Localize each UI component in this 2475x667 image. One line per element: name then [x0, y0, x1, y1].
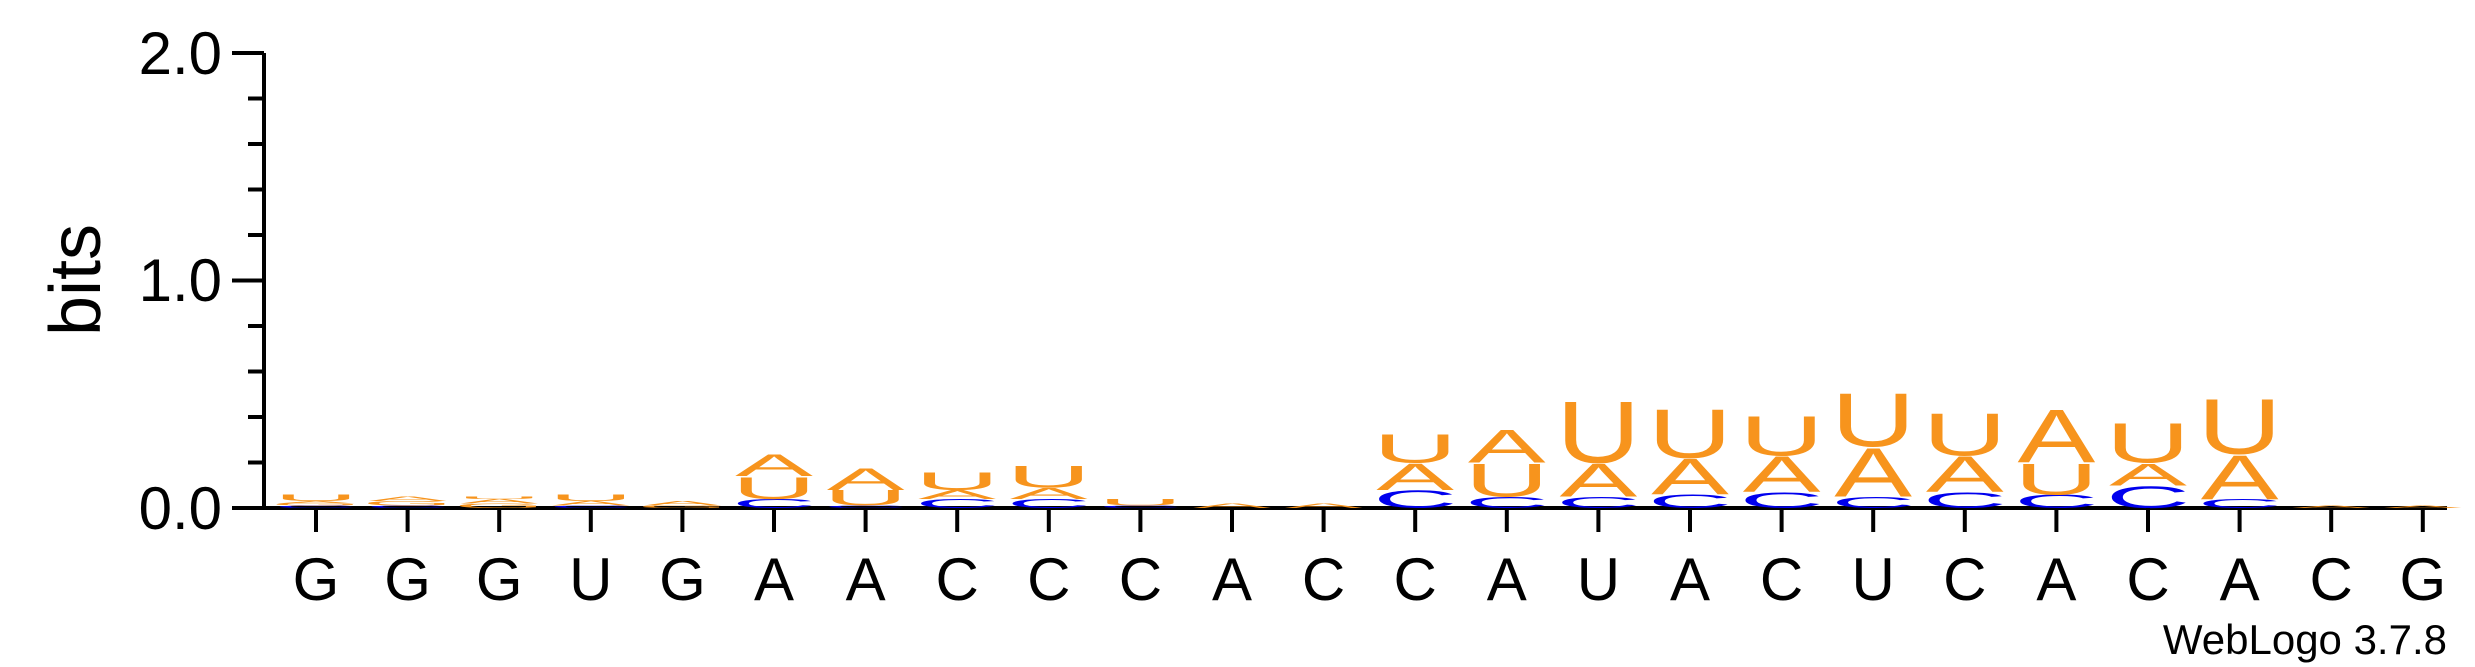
position-label: G: [293, 546, 340, 613]
letter-C: C: [1831, 494, 1915, 512]
letter-U: U: [1831, 378, 1915, 463]
y-tick-label-0: 0.0: [139, 475, 222, 542]
letter-G: G: [454, 502, 545, 509]
letter-C: C: [1098, 505, 1182, 509]
position-label: C: [1394, 546, 1437, 613]
letter-U: U: [2106, 412, 2190, 475]
letter-C: C: [1556, 494, 1640, 512]
y-tick-label-2: 2.0: [139, 20, 222, 87]
position-label: G: [2399, 546, 2446, 613]
letter-A: A: [1193, 502, 1271, 509]
letter-A: A: [918, 487, 997, 501]
letter-A: A: [2109, 457, 2187, 492]
letter-U: U: [1648, 396, 1732, 473]
letter-C: C: [823, 505, 907, 509]
letter-U: U: [2197, 383, 2281, 471]
position-label: G: [476, 546, 523, 613]
letter-A: A: [2201, 442, 2279, 513]
letter-A: A: [2292, 505, 2370, 509]
position-label: C: [2126, 546, 2169, 613]
y-tick-label-1: 1.0: [139, 247, 222, 314]
letter-A: A: [1285, 502, 1363, 509]
position-label: C: [1119, 546, 1162, 613]
letter-A: A: [369, 495, 447, 502]
letter-G: G: [637, 505, 728, 509]
letter-A: A: [2017, 394, 2095, 479]
position-label: G: [659, 546, 706, 613]
letter-C: C: [1465, 494, 1549, 512]
position-label: A: [2036, 546, 2076, 613]
letter-U: U: [915, 467, 999, 495]
y-axis: 2.0 1.0 0.0 bits: [36, 20, 266, 542]
letter-C: C: [1007, 497, 1091, 511]
letter-U: U: [1373, 425, 1457, 471]
letter-U: U: [1923, 401, 2007, 468]
position-label: U: [569, 546, 612, 613]
position-label: C: [1943, 546, 1986, 613]
letter-C: C: [274, 505, 358, 509]
letter-A: A: [277, 501, 355, 505]
letter-A: A: [1468, 419, 1547, 472]
letter-G: G: [362, 500, 453, 507]
letter-A: A: [2384, 505, 2462, 509]
position-label: U: [1577, 546, 1620, 613]
letter-C: C: [732, 497, 816, 511]
letter-U: U: [823, 486, 907, 511]
letter-A: A: [552, 500, 630, 507]
y-axis-title: bits: [36, 224, 116, 336]
letter-A: A: [827, 462, 905, 497]
position-label: A: [1487, 546, 1527, 613]
letter-C: C: [915, 497, 999, 511]
letter-U: U: [1007, 459, 1091, 494]
letter-A: A: [1559, 454, 1638, 507]
letter-A: A: [1010, 485, 1088, 503]
position-label: C: [1760, 546, 1803, 613]
weblogo-credit: WebLogo 3.7.8: [2163, 616, 2447, 663]
letter-A: A: [1376, 456, 1454, 498]
position-label: G: [384, 546, 431, 613]
position-label: A: [1212, 546, 1252, 613]
letter-A: A: [1834, 434, 1912, 511]
letter-U: U: [1465, 454, 1549, 507]
letter-A: A: [460, 498, 538, 505]
letter-C: C: [2014, 491, 2098, 512]
position-label: C: [1027, 546, 1070, 613]
letter-C: C: [2197, 497, 2281, 511]
letter-U: U: [1098, 497, 1182, 508]
position-label: A: [1670, 546, 1710, 613]
letter-U: U: [732, 471, 816, 506]
position-label: C: [1302, 546, 1345, 613]
letter-U: U: [274, 493, 358, 504]
letter-A: A: [643, 500, 721, 507]
position-ticks: [314, 508, 2425, 532]
letter-G: G: [271, 503, 362, 507]
position-label: U: [1852, 546, 1895, 613]
letter-A: A: [735, 448, 813, 483]
letter-U: U: [457, 496, 541, 500]
letter-C: C: [549, 505, 633, 509]
letter-C: C: [1648, 491, 1732, 512]
letter-C: C: [365, 505, 449, 509]
position-label: C: [936, 546, 979, 613]
position-label: A: [2220, 546, 2260, 613]
letter-U: U: [549, 493, 633, 504]
letter-U: U: [1739, 405, 1823, 468]
letter-A: A: [1651, 449, 1729, 505]
letter-U: U: [1556, 382, 1640, 481]
letter-U: U: [2014, 454, 2098, 504]
position-label: C: [2310, 546, 2353, 613]
letter-A: A: [1926, 447, 2004, 503]
position-label: A: [754, 546, 794, 613]
letter-A: A: [1743, 447, 1821, 503]
position-label: A: [846, 546, 886, 613]
